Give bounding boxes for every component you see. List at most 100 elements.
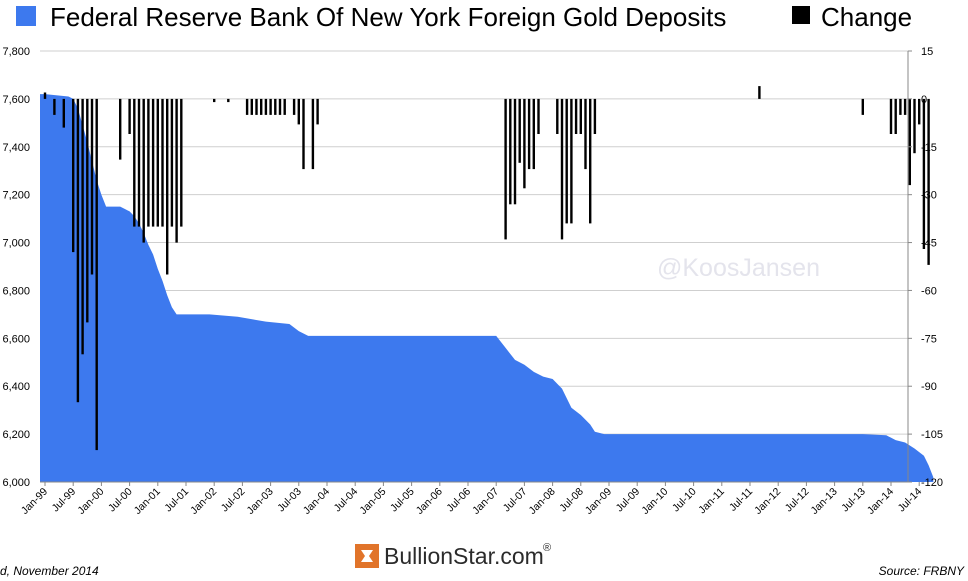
logo-star-icon xyxy=(361,550,373,562)
change-bar xyxy=(245,98,249,115)
brand-mark: ® xyxy=(543,542,551,554)
footer-note: d, November 2014 xyxy=(0,564,99,578)
change-bar xyxy=(180,98,183,227)
legend-label-deposits: Federal Reserve Bank Of New York Foreign… xyxy=(50,2,726,32)
x-tick-label: Jul-08 xyxy=(557,486,586,515)
left-tick-label: 7,400 xyxy=(2,142,30,154)
change-bar xyxy=(213,98,216,103)
left-axis-ticks: 6,000 6,200 6,400 6,600 6,800 7,000 7,200 7,400… xyxy=(2,46,30,489)
change-bar xyxy=(899,98,902,115)
x-tick-label: Jan-99 xyxy=(19,486,50,517)
change-bar xyxy=(147,98,150,227)
x-tick-label: Jul-07 xyxy=(501,486,530,515)
x-tick-label: Jul-02 xyxy=(219,486,248,515)
left-tick-label: 7,000 xyxy=(2,238,30,250)
left-tick-label: 7,600 xyxy=(2,94,30,106)
change-bar xyxy=(922,98,926,250)
left-tick-label: 6,200 xyxy=(2,429,30,441)
x-tick-label: Jul-10 xyxy=(670,486,699,515)
change-bar xyxy=(86,98,89,323)
change-bar xyxy=(43,92,47,99)
x-tick-label: Jul-13 xyxy=(839,486,868,515)
change-bar xyxy=(513,98,517,205)
x-tick-label: Jan-08 xyxy=(527,486,558,517)
change-bar xyxy=(269,98,272,115)
change-bar xyxy=(53,98,56,115)
change-bar xyxy=(903,98,907,115)
change-bar xyxy=(894,98,897,134)
change-bar xyxy=(570,98,573,224)
change-bar xyxy=(95,98,98,451)
change-bar xyxy=(128,98,131,134)
change-bar xyxy=(556,98,559,134)
change-bar xyxy=(274,98,277,115)
right-tick-label: -120 xyxy=(921,477,943,489)
change-bar xyxy=(302,98,305,170)
change-bar xyxy=(161,98,164,227)
change-bar xyxy=(927,98,930,265)
change-bar xyxy=(913,98,916,154)
brand-name: BullionStar.com xyxy=(384,543,544,569)
change-bar xyxy=(584,98,587,170)
x-tick-label: Jan-13 xyxy=(809,486,840,517)
watermark-annotation: @KoosJansen xyxy=(657,254,820,282)
legend-swatch-change xyxy=(792,6,810,24)
left-tick-label: 7,800 xyxy=(2,46,30,58)
change-bar xyxy=(565,98,568,224)
change-bar xyxy=(62,98,65,128)
x-tick-label: Jan-12 xyxy=(752,486,783,517)
change-bar xyxy=(518,98,521,163)
change-bar xyxy=(264,98,268,115)
change-bar xyxy=(316,98,319,125)
x-tick-label: Jul-06 xyxy=(444,486,473,515)
right-tick-label: 0 xyxy=(921,94,927,106)
x-tick-label: Jul-04 xyxy=(332,486,361,515)
change-bar xyxy=(119,98,122,160)
change-bar xyxy=(292,98,296,115)
footer: d, November 2014 BullionStar.com ® Sourc… xyxy=(0,542,965,578)
change-bar xyxy=(175,98,178,243)
legend-swatch-deposits xyxy=(16,6,36,26)
right-tick-label: -60 xyxy=(921,285,937,297)
x-tick-label: Jan-00 xyxy=(75,486,106,517)
change-bar xyxy=(170,98,174,227)
legend: Federal Reserve Bank Of New York Foreign… xyxy=(16,2,912,32)
right-tick-label: -75 xyxy=(921,333,937,345)
change-bar xyxy=(311,98,315,170)
change-bar xyxy=(156,98,159,227)
change-bar xyxy=(560,98,564,240)
right-tick-label: -90 xyxy=(921,381,937,393)
x-tick-label: Jan-06 xyxy=(414,486,445,517)
change-bar xyxy=(523,98,526,189)
change-bar xyxy=(889,98,893,134)
x-tick-label: Jul-05 xyxy=(388,486,417,515)
x-tick-label: Jul-14 xyxy=(896,486,925,515)
right-tick-label: -45 xyxy=(921,238,937,250)
change-bar xyxy=(509,98,512,205)
change-bar xyxy=(278,98,282,115)
change-bars xyxy=(43,86,930,451)
change-bar xyxy=(133,98,136,227)
change-bar xyxy=(76,98,80,403)
change-bar xyxy=(574,98,578,134)
source-note: Source: FRBNY xyxy=(879,564,965,578)
x-tick-label: Jan-07 xyxy=(470,486,501,517)
change-bar xyxy=(537,98,540,134)
x-tick-label: Jan-03 xyxy=(245,486,276,517)
bullionstar-logo: BullionStar.com ® xyxy=(355,542,551,569)
x-tick-label: Jan-05 xyxy=(357,486,388,517)
x-tick-label: Jan-01 xyxy=(132,486,163,517)
legend-label-change: Change xyxy=(821,2,912,32)
change-bar xyxy=(142,98,145,243)
change-bar xyxy=(72,98,75,253)
change-bar xyxy=(260,98,263,115)
change-bar xyxy=(151,98,155,227)
right-tick-label: -15 xyxy=(921,142,937,154)
change-bar xyxy=(758,86,761,99)
x-tick-label: Jul-11 xyxy=(727,486,755,514)
change-bar xyxy=(908,98,911,186)
left-tick-label: 6,400 xyxy=(2,381,30,393)
change-bar xyxy=(861,98,864,115)
